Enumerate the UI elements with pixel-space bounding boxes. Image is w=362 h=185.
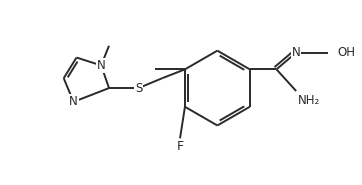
Text: N: N (292, 46, 300, 59)
Text: OH: OH (337, 46, 355, 59)
Text: N: N (69, 95, 78, 108)
Text: N: N (97, 59, 105, 72)
Text: S: S (135, 82, 142, 95)
Text: NH₂: NH₂ (298, 94, 320, 107)
Text: F: F (176, 140, 184, 153)
